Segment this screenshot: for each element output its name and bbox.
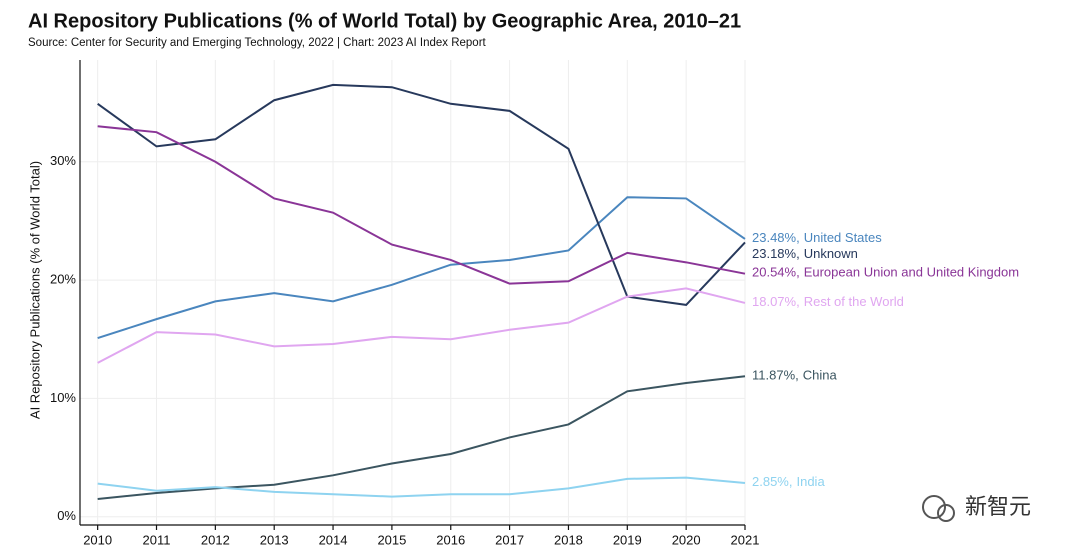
- x-tick-label: 2017: [495, 532, 524, 547]
- watermark-icon: [937, 504, 955, 522]
- watermark-icon: [922, 495, 946, 519]
- watermark: [922, 495, 955, 522]
- value-label: 11.87%,: [752, 368, 799, 383]
- x-tick-label: 2018: [554, 532, 583, 547]
- series-name: China: [803, 368, 838, 383]
- x-tick-label: 2013: [260, 532, 289, 547]
- series-name: Unknown: [804, 246, 858, 261]
- series-name: United States: [804, 230, 883, 245]
- end-label: 23.18%, Unknown: [752, 246, 858, 261]
- x-tick-label: 2021: [731, 532, 760, 547]
- line-series: [97, 287, 746, 364]
- series-name: European Union and United Kingdom: [804, 265, 1019, 280]
- y-tick-label: 10%: [50, 390, 76, 405]
- chart-title: AI Repository Publications (% of World T…: [28, 10, 741, 32]
- line-series: [97, 476, 746, 498]
- y-tick-label: 0%: [57, 508, 76, 523]
- x-tick-label: 2011: [143, 532, 171, 547]
- y-axis-label: AI Repository Publications (% of World T…: [27, 161, 42, 419]
- y-tick-label: 30%: [50, 153, 76, 168]
- series-name: India: [796, 474, 825, 489]
- x-tick-label: 2015: [377, 532, 406, 547]
- line-series: [97, 83, 746, 306]
- line-series: [97, 125, 746, 285]
- series-name: Rest of the World: [804, 294, 904, 309]
- end-label: 18.07%, Rest of the World: [752, 294, 904, 309]
- x-tick-label: 2012: [201, 532, 230, 547]
- y-tick-label: 20%: [50, 272, 76, 287]
- chart-subtitle: Source: Center for Security and Emerging…: [28, 37, 487, 49]
- end-label: 23.48%, United States: [752, 230, 882, 245]
- x-tick-label: 2016: [436, 532, 465, 547]
- x-tick-label: 2020: [672, 532, 701, 547]
- watermark-text: 新智元: [965, 494, 1031, 519]
- end-label: 20.54%, European Union and United Kingdom: [752, 265, 1019, 280]
- x-tick-label: 2010: [83, 532, 112, 547]
- value-label: 2.85%,: [752, 474, 792, 489]
- value-label: 20.54%,: [752, 265, 800, 280]
- end-label: 11.87%, China: [752, 368, 837, 383]
- value-label: 23.48%,: [752, 230, 800, 245]
- x-tick-label: 2014: [319, 532, 348, 547]
- line-series: [97, 375, 746, 500]
- line-series: [97, 196, 746, 340]
- x-tick-label: 2019: [613, 532, 642, 547]
- value-label: 23.18%,: [752, 246, 800, 261]
- value-label: 18.07%,: [752, 294, 800, 309]
- end-label: 2.85%, India: [752, 474, 825, 489]
